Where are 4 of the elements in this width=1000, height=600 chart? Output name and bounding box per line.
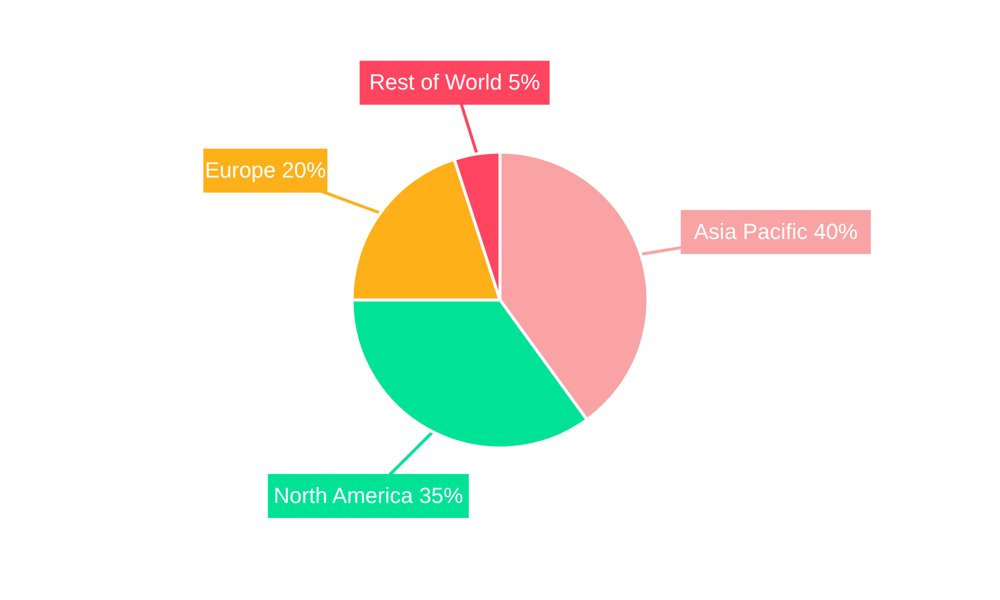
slice-label: Asia Pacific 40%: [694, 219, 858, 244]
slice-label: North America 35%: [274, 483, 464, 508]
slice-label: Rest of World 5%: [369, 70, 540, 95]
slice-label: Europe 20%: [204, 158, 326, 183]
